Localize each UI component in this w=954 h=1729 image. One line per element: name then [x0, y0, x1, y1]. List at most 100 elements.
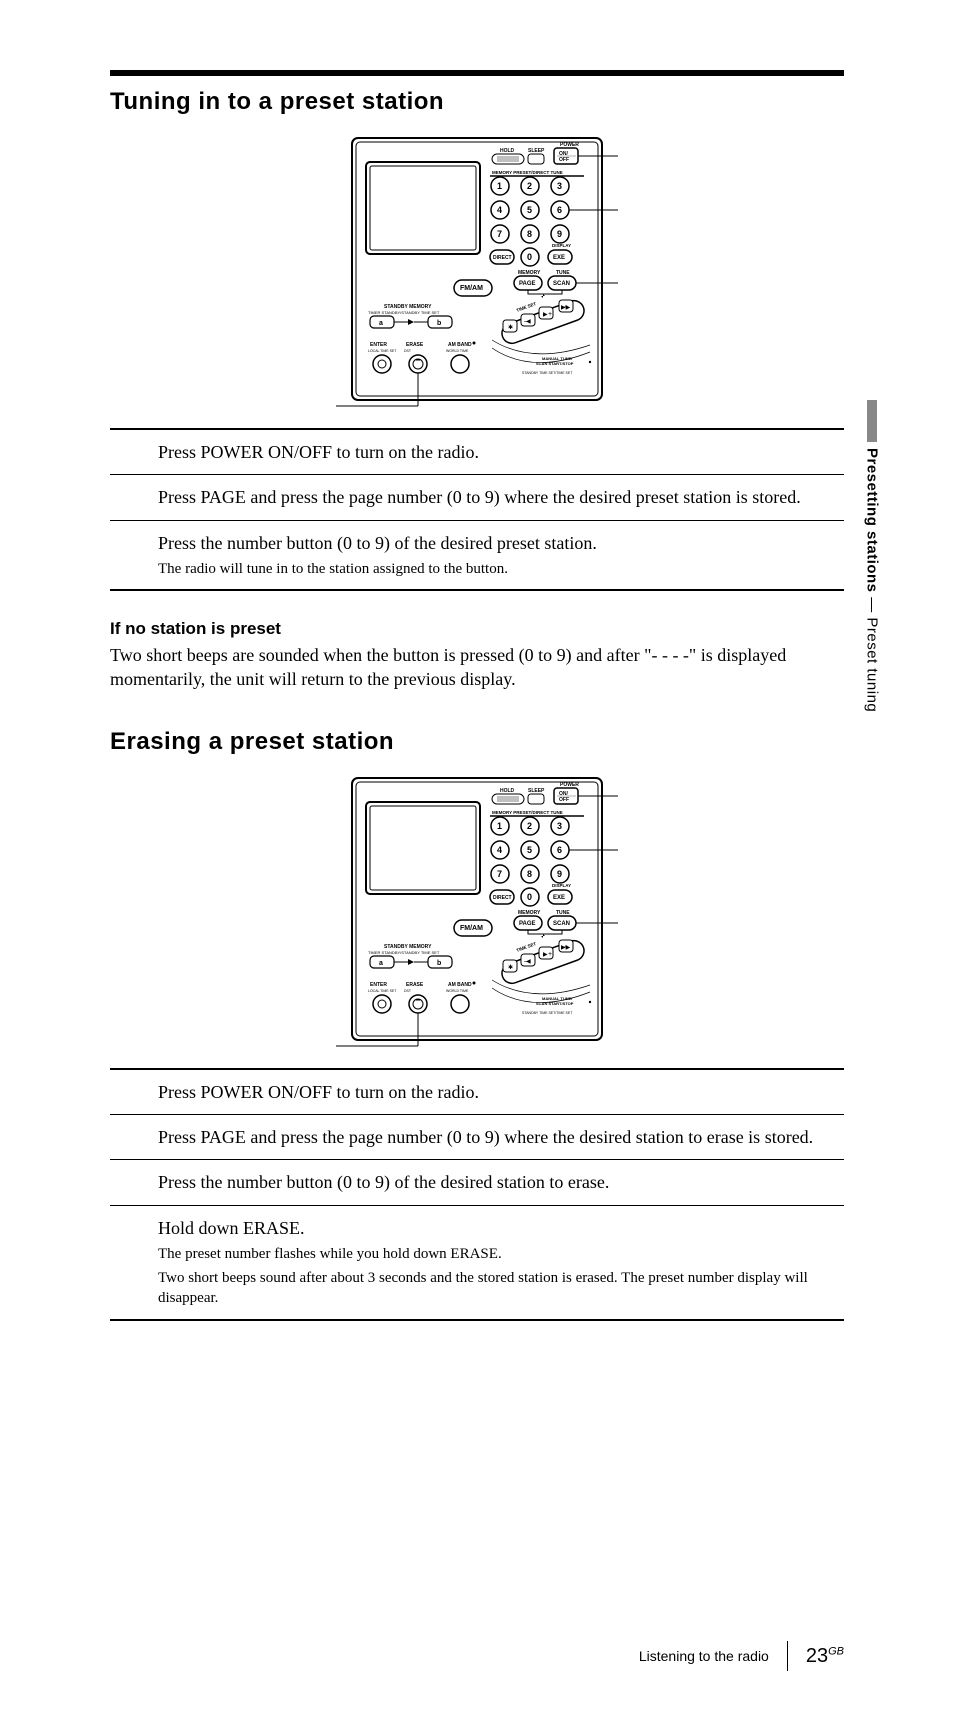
side-tab-rest: — Preset tuning: [864, 593, 881, 713]
svg-text:MEMORY: MEMORY: [518, 270, 541, 276]
step-subtext: Two short beeps sound after about 3 seco…: [158, 1268, 844, 1309]
svg-text:b: b: [437, 320, 441, 327]
svg-text:b: b: [437, 960, 441, 967]
svg-text:SCAN: SCAN: [553, 281, 570, 287]
svg-text:AM BAND: AM BAND: [448, 982, 472, 988]
step-text: Press the number button (0 to 9) of the …: [158, 531, 844, 555]
svg-text:1: 1: [497, 181, 502, 191]
footer-label: Listening to the radio: [639, 1648, 769, 1664]
step-row: Press the number button (0 to 9) of the …: [110, 520, 844, 590]
svg-text:4: 4: [497, 845, 502, 855]
svg-text:TUNE: TUNE: [556, 910, 570, 916]
step-text: Press POWER ON/OFF to turn on the radio.: [158, 440, 844, 464]
svg-text:TUNE: TUNE: [556, 270, 570, 276]
svg-text:SLEEP: SLEEP: [528, 148, 545, 154]
step-row: Press PAGE and press the page number (0 …: [110, 474, 844, 519]
step-text: Press PAGE and press the page number (0 …: [158, 485, 844, 509]
page-num: 23: [806, 1645, 828, 1667]
svg-text:SCAN: SCAN: [553, 921, 570, 927]
svg-text:3: 3: [557, 821, 562, 831]
svg-text:EXE: EXE: [553, 895, 565, 901]
svg-text:6: 6: [557, 205, 562, 215]
svg-text:9: 9: [557, 229, 562, 239]
section-heading-erasing: Erasing a preset station: [110, 728, 844, 756]
step-subtext: The radio will tune in to the station as…: [158, 559, 844, 579]
svg-text:DISPLAY: DISPLAY: [552, 243, 571, 248]
svg-text:0: 0: [527, 892, 532, 902]
svg-text:a: a: [379, 960, 383, 967]
svg-text:a: a: [379, 320, 383, 327]
svg-text:DIRECT: DIRECT: [493, 895, 512, 901]
svg-text:8: 8: [527, 229, 532, 239]
svg-text:✱: ✱: [508, 964, 513, 971]
svg-text:5: 5: [527, 205, 532, 215]
svg-text:4: 4: [497, 205, 502, 215]
side-tab: Presetting stations — Preset tuning: [860, 400, 884, 712]
step-text: Press PAGE and press the page number (0 …: [158, 1125, 844, 1149]
svg-text:SLEEP: SLEEP: [528, 788, 545, 794]
svg-text:FM/AM: FM/AM: [460, 285, 483, 292]
svg-text:EXE: EXE: [553, 255, 565, 261]
svg-text:2: 2: [527, 181, 532, 191]
svg-text:+: +: [564, 304, 568, 311]
side-tab-label: Presetting stations — Preset tuning: [864, 448, 881, 712]
svg-text:ERASE: ERASE: [406, 982, 424, 988]
svg-text:8: 8: [527, 869, 532, 879]
svg-text:POWER: POWER: [560, 142, 579, 148]
svg-text:3: 3: [557, 181, 562, 191]
svg-text:PAGE: PAGE: [519, 921, 536, 927]
svg-text:MEMORY PRESET/DIRECT TUNE: MEMORY PRESET/DIRECT TUNE: [492, 170, 563, 175]
svg-text:MEMORY: MEMORY: [518, 910, 541, 916]
section-heading-tuning: Tuning in to a preset station: [110, 88, 844, 116]
svg-text:2: 2: [527, 821, 532, 831]
radio-device-figure-2: HOLDSLEEPPOWERON/OFFMEMORY PRESET/DIRECT…: [332, 770, 622, 1050]
svg-text:TIMER STANDBY/STANDBY TIME SET: TIMER STANDBY/STANDBY TIME SET: [368, 310, 440, 315]
svg-text:HOLD: HOLD: [500, 788, 515, 794]
svg-text:AM BAND: AM BAND: [448, 342, 472, 348]
section-rule: [110, 70, 844, 76]
step-subtext: The preset number flashes while you hold…: [158, 1244, 844, 1264]
svg-text:◀: ◀: [526, 959, 531, 965]
svg-text:◀: ◀: [526, 319, 531, 325]
svg-text:WORLD TIME: WORLD TIME: [446, 349, 469, 353]
svg-text:STANDBY TIME SET/TIME SET: STANDBY TIME SET/TIME SET: [522, 1011, 573, 1015]
svg-text:+: +: [564, 944, 568, 951]
page-suffix: GB: [828, 1645, 844, 1657]
step-text: Hold down ERASE.: [158, 1216, 844, 1240]
steps-tuning: Press POWER ON/OFF to turn on the radio.…: [110, 428, 844, 591]
svg-text:ENTER: ENTER: [370, 982, 387, 988]
svg-text:OFF: OFF: [559, 157, 569, 163]
step-row: Hold down ERASE. The preset number flash…: [110, 1205, 844, 1319]
page-footer: Listening to the radio 23GB: [639, 1641, 844, 1671]
svg-text:DST: DST: [404, 349, 412, 353]
svg-text:ENTER: ENTER: [370, 342, 387, 348]
radio-device-figure-1: HOLDSLEEPPOWERON/OFFMEMORY PRESET/DIRECT…: [332, 130, 622, 410]
svg-text:STANDBY TIME SET/TIME SET: STANDBY TIME SET/TIME SET: [522, 371, 573, 375]
svg-text:9: 9: [557, 869, 562, 879]
side-tab-bold: Presetting stations: [864, 448, 881, 593]
step-text: Press POWER ON/OFF to turn on the radio.: [158, 1080, 844, 1104]
svg-text:POWER: POWER: [560, 782, 579, 788]
svg-text:PAGE: PAGE: [519, 281, 536, 287]
svg-text:FM/AM: FM/AM: [460, 925, 483, 932]
para-no-station: Two short beeps are sounded when the but…: [110, 643, 844, 692]
svg-text:5: 5: [527, 845, 532, 855]
svg-text:+: +: [548, 311, 552, 318]
step-row: Press POWER ON/OFF to turn on the radio.: [110, 430, 844, 474]
step-row: Press the number button (0 to 9) of the …: [110, 1159, 844, 1204]
svg-text:6: 6: [557, 845, 562, 855]
svg-text:ERASE: ERASE: [406, 342, 424, 348]
svg-text:OFF: OFF: [559, 797, 569, 803]
svg-text:DISPLAY: DISPLAY: [552, 883, 571, 888]
step-row: Press POWER ON/OFF to turn on the radio.: [110, 1070, 844, 1114]
svg-text:7: 7: [497, 229, 502, 239]
svg-text:MEMORY PRESET/DIRECT TUNE: MEMORY PRESET/DIRECT TUNE: [492, 810, 563, 815]
svg-text:TIMER STANDBY/STANDBY TIME SET: TIMER STANDBY/STANDBY TIME SET: [368, 950, 440, 955]
step-row: Press PAGE and press the page number (0 …: [110, 1114, 844, 1159]
svg-text:0: 0: [527, 252, 532, 262]
subheading-no-station: If no station is preset: [110, 619, 844, 639]
svg-text:7: 7: [497, 869, 502, 879]
svg-text:LOCAL TIME SET: LOCAL TIME SET: [368, 349, 397, 353]
svg-text:WORLD TIME: WORLD TIME: [446, 989, 469, 993]
svg-text:DST: DST: [404, 989, 412, 993]
